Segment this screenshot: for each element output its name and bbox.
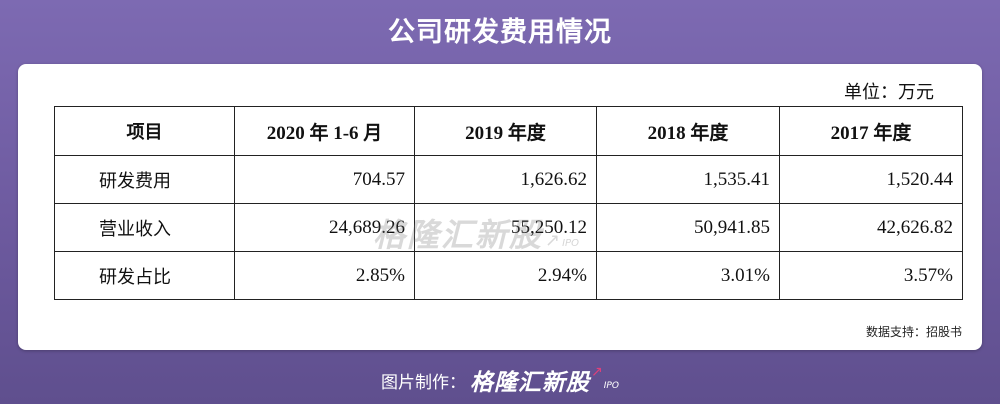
row-label: 营业收入: [54, 203, 235, 252]
arrow-up-right-icon: ↗: [591, 364, 603, 380]
table-header-row: 项目 2020 年 1-6 月 2019 年度 2018 年度 2017 年度: [54, 106, 963, 156]
header-cell-2020h1: 2020 年 1-6 月: [234, 106, 415, 156]
table-cell: 50,941.85: [596, 203, 780, 252]
unit-label: 单位：万元: [844, 82, 934, 103]
header-cell-2018: 2018 年度: [596, 106, 780, 156]
row-label: 研发占比: [54, 251, 235, 300]
rd-expense-table: 项目 2020 年 1-6 月 2019 年度 2018 年度 2017 年度 …: [54, 106, 963, 300]
table-cell: 1,626.62: [414, 155, 597, 204]
table-row: 研发费用 704.57 1,626.62 1,535.41 1,520.44: [54, 155, 963, 204]
table-row: 营业收入 24,689.26 55,250.12 50,941.85 42,62…: [54, 203, 963, 252]
data-source-note: 数据支持：招股书: [865, 325, 962, 339]
table-cell: 24,689.26: [234, 203, 415, 252]
table-cell: 704.57: [234, 155, 415, 204]
header-cell-2019: 2019 年度: [414, 106, 597, 156]
row-label: 研发费用: [54, 155, 235, 204]
table-cell: 1,520.44: [779, 155, 963, 204]
brand-ipo: IPO: [603, 381, 619, 391]
table-cell: 2.85%: [234, 251, 415, 300]
footer-credit: 图片制作： 格隆汇新股 ↗ IPO: [0, 360, 1000, 400]
header-cell-item: 项目: [54, 106, 235, 156]
table-cell: 2.94%: [414, 251, 597, 300]
table-row: 研发占比 2.85% 2.94% 3.01% 3.57%: [54, 251, 963, 300]
table-cell: 42,626.82: [779, 203, 963, 252]
credit-label: 图片制作：: [381, 372, 467, 393]
table-cell: 55,250.12: [414, 203, 597, 252]
table-cell: 1,535.41: [596, 155, 780, 204]
page-title: 公司研发费用情况: [388, 16, 612, 48]
table-cell: 3.57%: [779, 251, 963, 300]
header-cell-2017: 2017 年度: [779, 106, 963, 156]
table-card: 单位：万元 项目 2020 年 1-6 月 2019 年度 2018 年度 20…: [18, 64, 982, 350]
brand-logo-text: 格隆汇新股: [470, 370, 591, 396]
table-cell: 3.01%: [596, 251, 780, 300]
